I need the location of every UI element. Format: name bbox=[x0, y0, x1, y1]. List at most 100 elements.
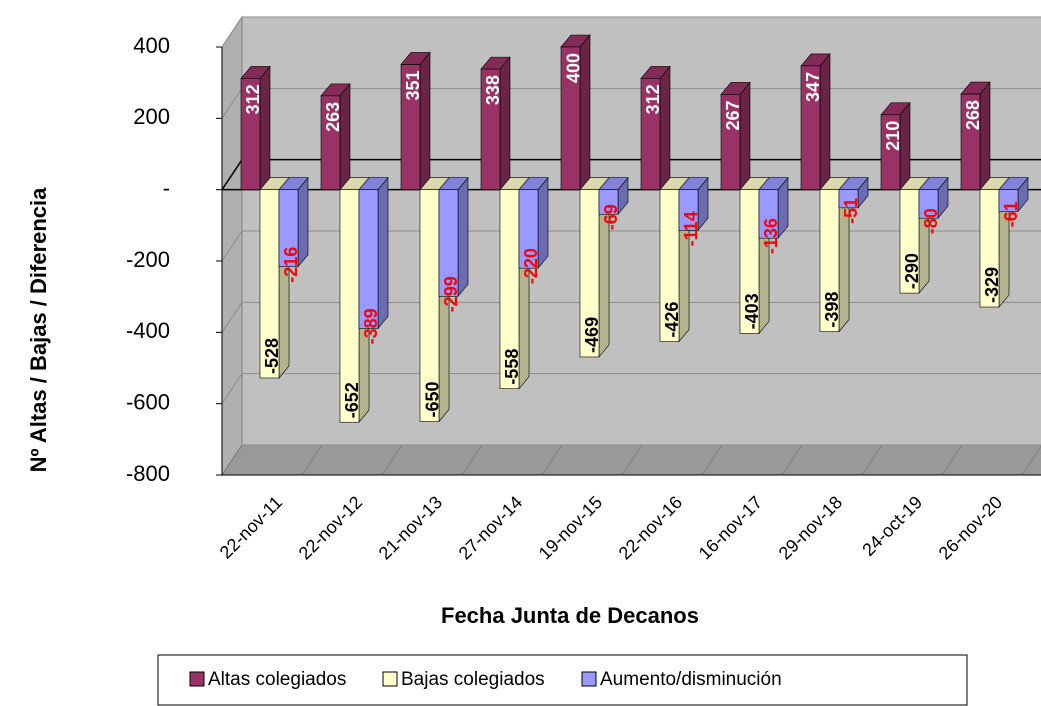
x-tick-label: 22-nov-16 bbox=[615, 492, 686, 563]
legend-swatch bbox=[189, 671, 205, 687]
bar-side bbox=[339, 83, 351, 191]
data-label: -469 bbox=[582, 317, 602, 353]
bar-side bbox=[979, 81, 991, 191]
bar bbox=[320, 95, 341, 190]
data-label: 267 bbox=[723, 100, 743, 130]
data-label: -51 bbox=[841, 198, 861, 224]
bar bbox=[838, 189, 859, 209]
floor-divider bbox=[1021, 445, 1041, 476]
data-label: 268 bbox=[963, 100, 983, 130]
bar bbox=[960, 93, 981, 190]
data-label: -290 bbox=[902, 253, 922, 289]
bar bbox=[720, 94, 741, 190]
y-tick-label: - bbox=[163, 175, 170, 200]
data-label: -558 bbox=[502, 349, 522, 385]
floor-divider bbox=[461, 444, 483, 476]
bar bbox=[918, 189, 939, 219]
bar bbox=[899, 189, 920, 294]
bar bbox=[678, 189, 699, 231]
floor-divider bbox=[941, 444, 963, 476]
bar-side bbox=[739, 81, 751, 191]
floor-divider bbox=[221, 444, 243, 476]
bar bbox=[480, 68, 501, 190]
x-tick-label: 29-nov-18 bbox=[775, 492, 846, 563]
bar bbox=[278, 189, 299, 268]
legend-swatch bbox=[581, 671, 597, 687]
x-tick-label: 26-nov-20 bbox=[935, 492, 1006, 563]
data-label: 263 bbox=[323, 102, 343, 132]
bar bbox=[659, 189, 680, 342]
x-tick-label: 24-oct-19 bbox=[858, 492, 926, 560]
grid-line bbox=[221, 301, 1041, 333]
data-label: -220 bbox=[521, 248, 541, 284]
data-label: -528 bbox=[262, 338, 282, 374]
data-label: -329 bbox=[982, 267, 1002, 303]
x-axis-title: Fecha Junta de Decanos bbox=[441, 603, 699, 628]
bar bbox=[758, 189, 779, 239]
y-axis-title: Nº Altas / Bajas / Diferencia bbox=[26, 187, 51, 473]
bar bbox=[560, 46, 581, 190]
y-tick-label: 200 bbox=[133, 104, 170, 129]
bar bbox=[598, 189, 619, 215]
bar bbox=[240, 78, 261, 190]
bar bbox=[739, 189, 760, 334]
bar bbox=[579, 189, 600, 358]
legend-label: Altas colegiados bbox=[208, 669, 346, 690]
y-tick-label: 400 bbox=[133, 33, 170, 58]
data-label: 400 bbox=[563, 53, 583, 83]
x-tick-label: 22-nov-12 bbox=[295, 492, 366, 563]
data-label: -136 bbox=[761, 218, 781, 254]
floor-divider bbox=[541, 444, 563, 476]
data-label: 338 bbox=[483, 75, 503, 105]
grid-line bbox=[221, 373, 1041, 404]
bar-side bbox=[377, 176, 389, 330]
bar bbox=[979, 189, 1000, 308]
data-label: -61 bbox=[1001, 201, 1021, 227]
bar bbox=[259, 189, 280, 379]
bar bbox=[358, 189, 379, 329]
floor-divider bbox=[301, 444, 323, 476]
x-tick-label: 21-nov-13 bbox=[375, 492, 446, 563]
data-label: -80 bbox=[921, 208, 941, 234]
floor-divider bbox=[861, 444, 883, 476]
y-tick-label: -400 bbox=[126, 318, 170, 343]
x-tick-label: 22-nov-11 bbox=[216, 492, 287, 563]
x-tick-label: 16-nov-17 bbox=[695, 492, 766, 563]
bar bbox=[998, 189, 1019, 212]
data-label: -299 bbox=[441, 276, 461, 312]
bar bbox=[640, 78, 661, 190]
data-label: -398 bbox=[822, 292, 842, 328]
bar bbox=[800, 65, 821, 190]
bar bbox=[419, 189, 440, 422]
data-label: -216 bbox=[281, 247, 301, 283]
legend-swatch bbox=[382, 671, 398, 687]
data-label: -426 bbox=[662, 302, 682, 338]
bar bbox=[438, 189, 459, 297]
x-tick-label: 27-nov-14 bbox=[455, 492, 526, 563]
bar bbox=[819, 189, 840, 332]
data-label: -650 bbox=[422, 381, 442, 417]
floor-divider bbox=[621, 444, 643, 476]
data-label: 351 bbox=[403, 70, 423, 100]
data-label: 312 bbox=[643, 84, 663, 114]
data-label: -652 bbox=[342, 382, 362, 418]
bar bbox=[518, 189, 539, 269]
floor-divider bbox=[701, 444, 723, 476]
data-label: -69 bbox=[601, 204, 621, 230]
data-label: -114 bbox=[681, 211, 701, 246]
x-tick-label: 19-nov-15 bbox=[535, 492, 606, 563]
grid-line bbox=[221, 16, 1041, 48]
bar bbox=[499, 189, 520, 389]
data-label: 210 bbox=[883, 121, 903, 151]
legend-box bbox=[157, 654, 968, 706]
grid-line bbox=[221, 230, 1041, 262]
bar bbox=[400, 64, 421, 190]
floor-divider bbox=[781, 444, 803, 476]
data-label: 312 bbox=[243, 84, 263, 114]
y-tick-label: -800 bbox=[126, 461, 170, 486]
data-label: 347 bbox=[803, 72, 823, 102]
floor-divider bbox=[381, 444, 403, 476]
y-tick-label: -200 bbox=[126, 247, 170, 272]
y-tick-label: -600 bbox=[126, 389, 170, 414]
